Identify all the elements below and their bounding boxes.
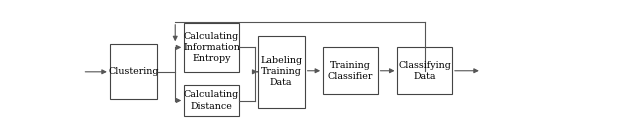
Bar: [323, 47, 378, 94]
Text: Labeling
Training
Data: Labeling Training Data: [260, 56, 302, 87]
Bar: [257, 36, 305, 108]
Bar: [397, 47, 452, 94]
Bar: [110, 44, 157, 99]
Text: Calculating
Distance: Calculating Distance: [184, 90, 239, 111]
Text: Clustering: Clustering: [108, 67, 159, 76]
Bar: [184, 23, 239, 72]
Text: Calculating
Information
Entropy: Calculating Information Entropy: [183, 32, 240, 63]
Text: Classifying
Data: Classifying Data: [398, 61, 451, 81]
Bar: [184, 85, 239, 116]
Text: Training
Classifier: Training Classifier: [328, 61, 373, 81]
